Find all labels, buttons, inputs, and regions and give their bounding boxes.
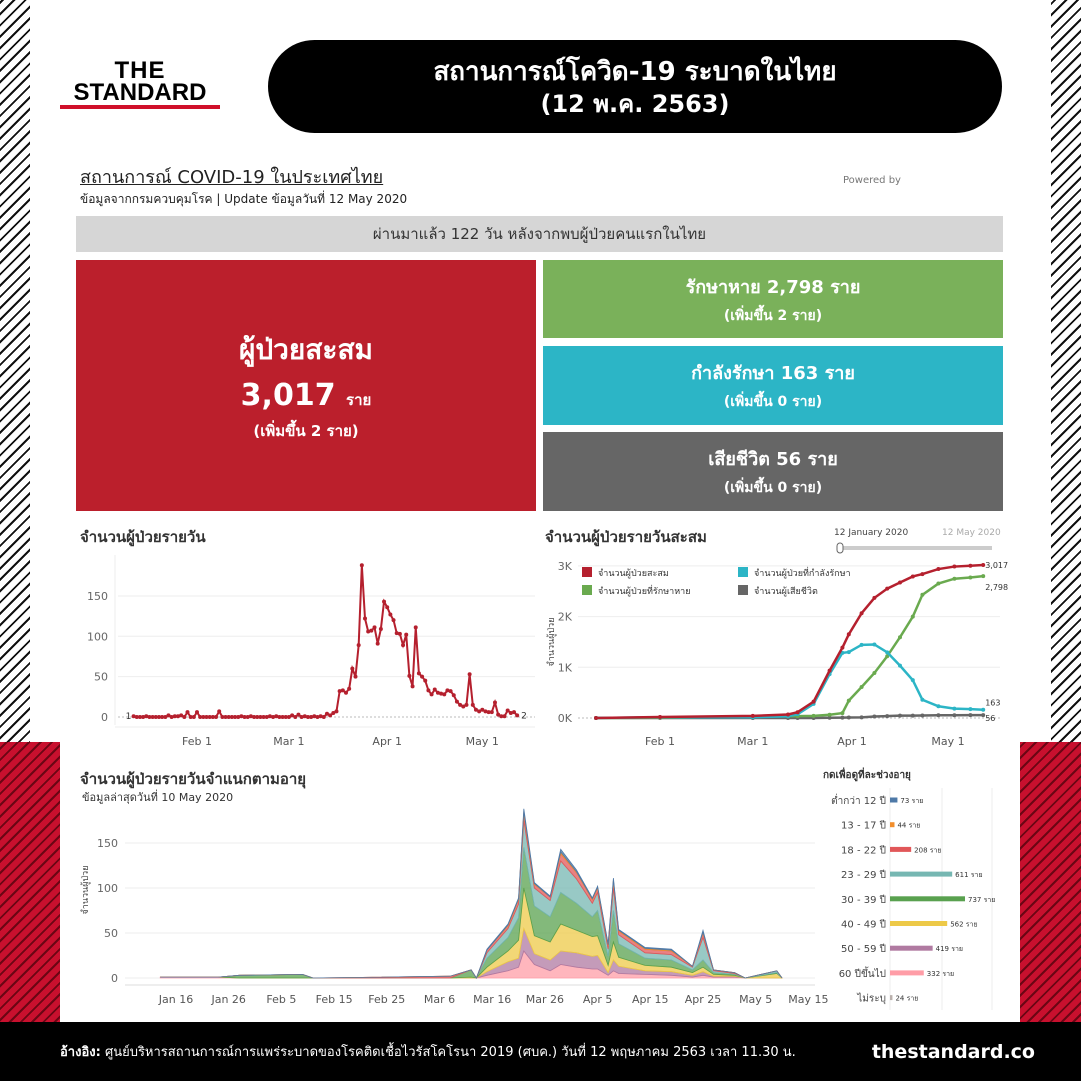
dashboard-title: สถานการณ์ COVID-19 ในประเทศไทย — [80, 167, 384, 188]
total-cases-card[interactable]: ผู้ป่วยสะสม 3,017 ราย (เพิ่มขึ้น 2 ราย) — [76, 260, 536, 511]
days-banner-text: ผ่านมาแล้ว 122 วัน หลังจากพบผู้ป่วยคนแรก… — [372, 225, 707, 243]
active-delta: (เพิ่มขึ้น 0 ราย) — [723, 394, 823, 410]
the-standard-logo: THE STANDARD — [60, 57, 220, 109]
source-label: อ้างอิง: — [60, 1045, 101, 1060]
footer: อ้างอิง: ศูนย์บริหารสถานการณ์การแพร่ระบา… — [0, 1022, 1081, 1081]
total-unit: ราย — [346, 391, 372, 409]
deaths-label: เสียชีวิต 56 ราย — [708, 449, 838, 470]
total-label: ผู้ป่วยสะสม — [239, 333, 373, 366]
dashboard-subtitle: ข้อมูลจากกรมควบคุมโรค | Update ข้อมูลวัน… — [80, 192, 408, 206]
days-banner: ผ่านมาแล้ว 122 วัน หลังจากพบผู้ป่วยคนแรก… — [76, 216, 1003, 252]
total-delta: (เพิ่มขึ้น 2 ราย) — [253, 422, 359, 440]
total-value-line: 3,017 ราย — [76, 378, 536, 413]
logo-line-1: THE — [114, 57, 166, 84]
deaths-delta: (เพิ่มขึ้น 0 ราย) — [723, 480, 823, 496]
header-banner: สถานการณ์โควิด-19 ระบาดในไทย (12 พ.ค. 25… — [268, 40, 1002, 133]
recovered-delta: (เพิ่มขึ้น 2 ราย) — [723, 307, 823, 324]
source-citation: อ้างอิง: ศูนย์บริหารสถานการณ์การแพร่ระบา… — [60, 1041, 796, 1062]
logo-line-2: STANDARD — [60, 81, 220, 109]
active-card[interactable]: กำลังรักษา 163 ราย (เพิ่มขึ้น 0 ราย) — [543, 346, 1003, 425]
total-value: 3,017 — [240, 378, 336, 413]
header-title: สถานการณ์โควิด-19 ระบาดในไทย — [433, 57, 837, 87]
dashboard-panel: สถานการณ์ COVID-19 ในประเทศไทย ข้อมูลจาก… — [60, 140, 1020, 1022]
active-label: กำลังรักษา 163 ราย — [691, 363, 855, 384]
powered-by: Powered by — [843, 175, 901, 186]
site-url[interactable]: thestandard.co — [871, 1040, 1035, 1063]
deaths-card[interactable]: เสียชีวิต 56 ราย (เพิ่มขึ้น 0 ราย) — [543, 432, 1003, 511]
header-date: (12 พ.ค. 2563) — [540, 90, 730, 118]
recovered-card[interactable]: รักษาหาย 2,798 ราย (เพิ่มขึ้น 2 ราย) — [543, 260, 1003, 338]
recovered-label: รักษาหาย 2,798 ราย — [685, 276, 861, 298]
source-text: ศูนย์บริหารสถานการณ์การแพร่ระบาดของโรคติ… — [100, 1045, 796, 1060]
